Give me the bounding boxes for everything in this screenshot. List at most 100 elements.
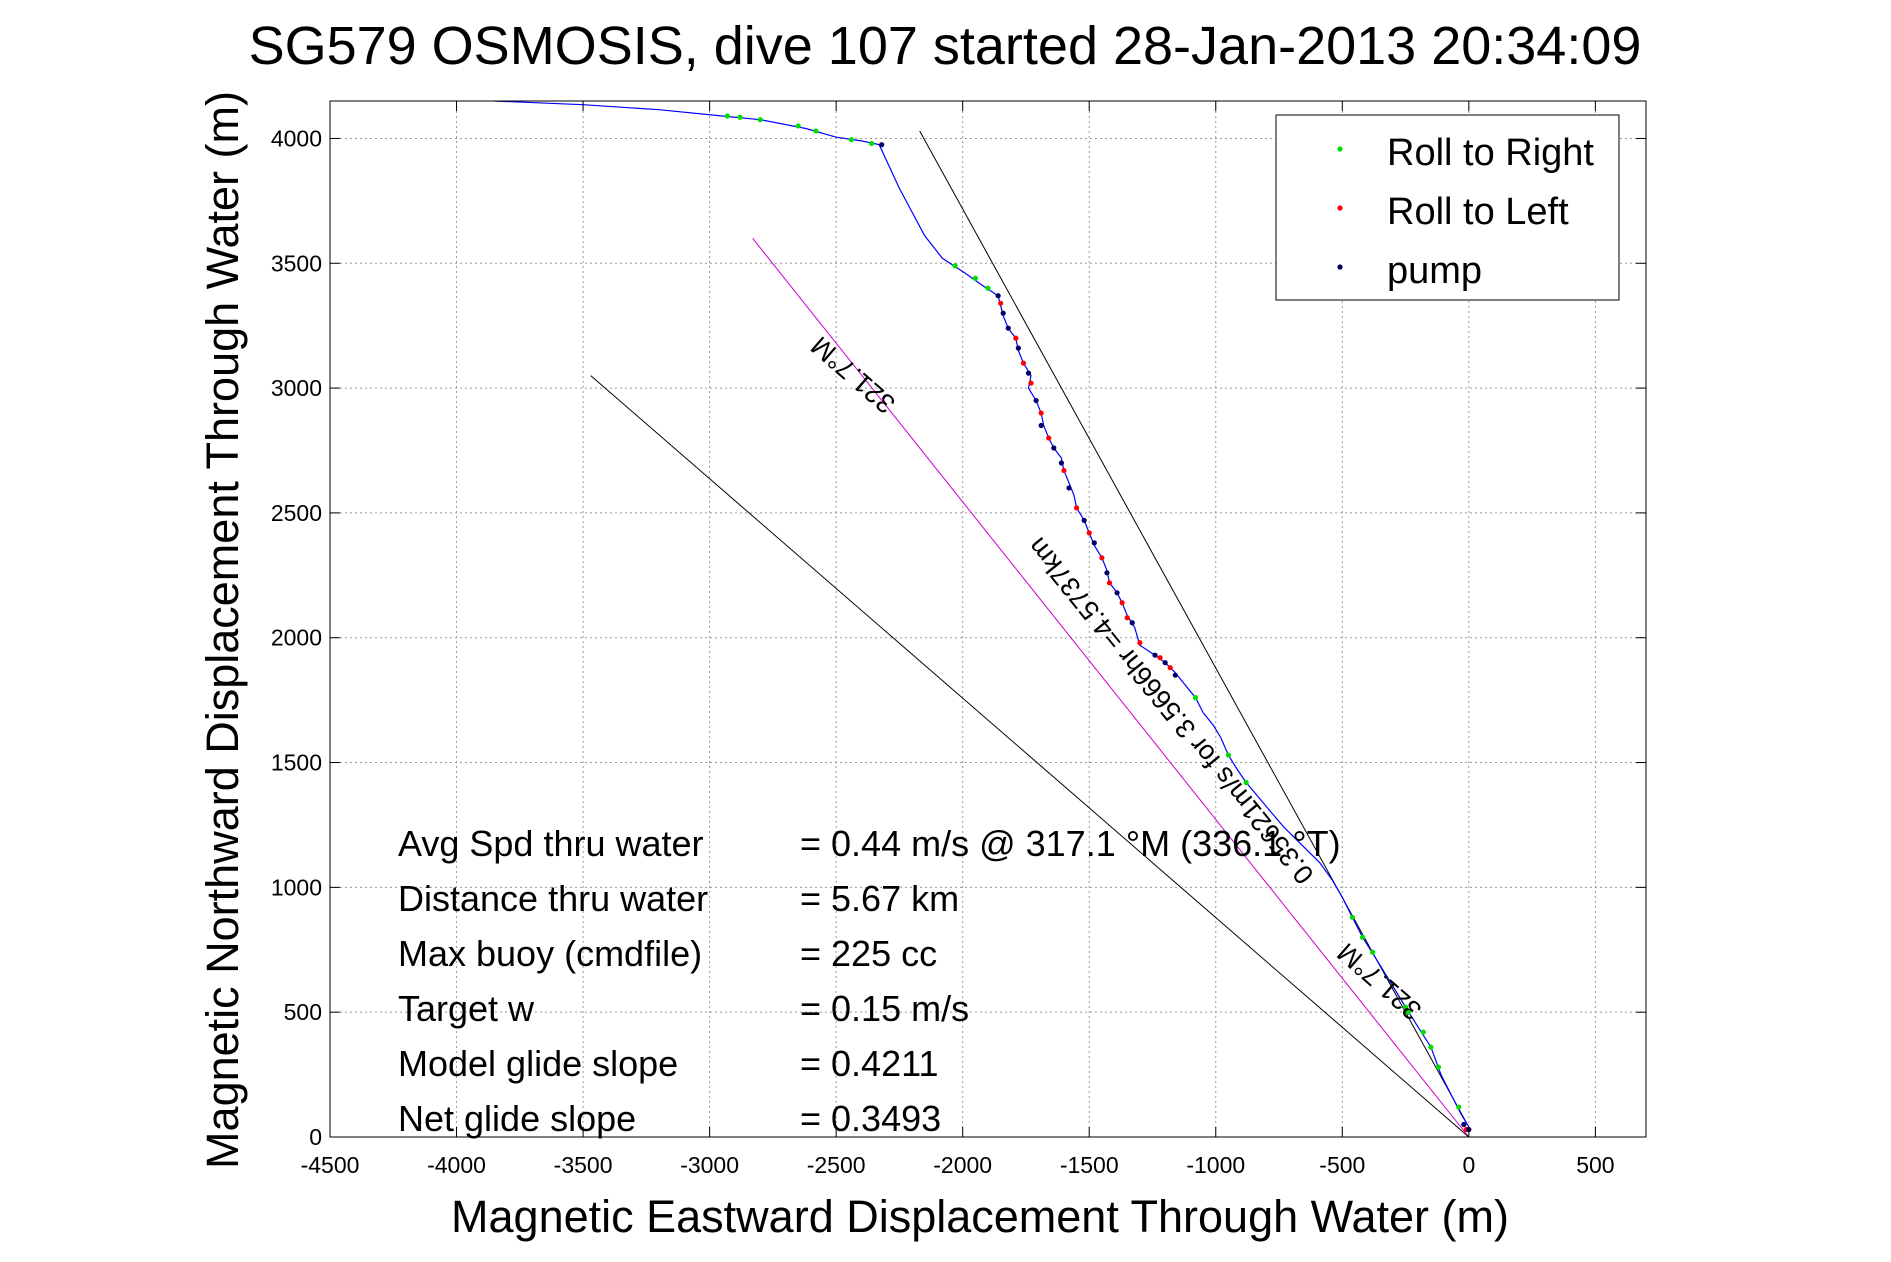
y-tick-label: 500 <box>284 999 322 1025</box>
y-tick-label: 3500 <box>271 250 322 276</box>
roll-right-marker <box>1192 695 1199 701</box>
pump-marker <box>879 142 885 148</box>
reference-ray-1 <box>752 237 1470 1138</box>
roll-left-marker <box>1028 380 1034 386</box>
y-axis-label: Magnetic Northward Displacement Through … <box>197 91 248 1169</box>
plot-frame <box>329 100 1647 1138</box>
stat-value: = 225 cc <box>800 933 937 974</box>
y-tick-label: 2500 <box>271 500 322 526</box>
axis-ticks: -4500 -4000 -3500 -3000 -2500 -2000 -1500 -1000… <box>271 101 1646 1178</box>
legend: Roll to Right Roll to Left pump <box>1275 114 1620 301</box>
roll-left-marker <box>1013 335 1019 341</box>
roll-right-marker <box>1405 1009 1411 1015</box>
roll-left-marker <box>1086 530 1092 536</box>
y-tick-label: 3000 <box>271 375 322 401</box>
pump-marker <box>1114 590 1120 596</box>
roll-right-marker <box>1243 779 1249 786</box>
pump-marker <box>1066 485 1072 491</box>
pump-marker <box>1081 517 1087 523</box>
roll-right-marker <box>757 117 763 123</box>
x-tick-label: 500 <box>1576 1152 1614 1178</box>
x-tick-label: -500 <box>1319 1152 1365 1178</box>
stat-value: = 0.4211 <box>800 1043 938 1084</box>
pump-marker <box>1051 445 1057 451</box>
pump-marker <box>995 293 1001 299</box>
roll-right-marker <box>795 123 801 129</box>
pump-marker <box>1172 672 1178 678</box>
roll-right-marker <box>952 263 958 269</box>
roll-right-marker <box>1359 934 1366 940</box>
y-tick-label: 0 <box>309 1124 322 1150</box>
roll-right-marker <box>737 114 743 120</box>
pump-marker <box>1025 370 1032 376</box>
legend-entry-label: pump <box>1387 250 1482 292</box>
x-tick-label: -4000 <box>427 1152 486 1178</box>
pump-marker <box>1129 620 1135 626</box>
roll-left-marker <box>1038 410 1044 416</box>
x-axis-label: Magnetic Eastward Displacement Through W… <box>451 1191 1509 1242</box>
roll-right-marker <box>1456 1104 1462 1110</box>
x-tick-label: -3000 <box>680 1152 739 1178</box>
roll-left-marker <box>1106 580 1113 586</box>
pump-marker <box>1033 397 1039 404</box>
y-tick-label: 1000 <box>271 874 322 900</box>
pump-marker <box>1005 325 1011 331</box>
pump-marker <box>1058 460 1064 466</box>
track-line <box>494 100 1470 1128</box>
pump-marker <box>1015 345 1021 351</box>
stat-value: = 0.44 m/s @ 317.1 °M (336.1 °T) <box>800 823 1341 864</box>
roll-left-marker <box>1073 505 1080 511</box>
roll-left-marker <box>1046 435 1052 441</box>
legend-entry-label: Roll to Left <box>1387 191 1569 233</box>
dive-track <box>494 100 1470 1128</box>
roll-left-marker <box>1137 640 1143 646</box>
roll-left-marker <box>998 300 1004 306</box>
roll-left-marker <box>1119 600 1125 606</box>
pump-marker <box>1162 660 1168 666</box>
stat-label: Target w <box>398 988 535 1029</box>
x-tick-label: -2500 <box>807 1152 866 1178</box>
stats-annotation: Avg Spd thru water = 0.44 m/s @ 317.1 °M … <box>398 823 1341 1139</box>
y-tick-label: 2000 <box>271 625 322 651</box>
y-tick-label: 1500 <box>271 750 322 776</box>
stat-value: = 0.3493 <box>800 1098 941 1139</box>
stat-label: Distance thru water <box>398 878 708 919</box>
x-tick-label: -4500 <box>301 1152 360 1178</box>
roll-left-marker <box>1061 467 1067 474</box>
pump-marker <box>1104 570 1110 576</box>
roll-right-marker <box>1349 914 1356 920</box>
chart-title: SG579 OSMOSIS, dive 107 started 28-Jan-2… <box>249 16 1642 76</box>
roll-right-marker <box>724 113 730 119</box>
roll-right-marker <box>813 128 819 134</box>
roll-right-marker <box>985 285 991 291</box>
roll-markers <box>724 113 1472 1133</box>
stat-label: Net glide slope <box>398 1098 636 1139</box>
legend-entry-label: Roll to Right <box>1387 132 1594 174</box>
roll-left-marker <box>1157 655 1163 661</box>
roll-right-marker <box>1225 752 1232 758</box>
roll-right-marker <box>1435 1064 1442 1070</box>
pump-marker <box>1038 422 1044 429</box>
stat-value: = 0.15 m/s <box>800 988 969 1029</box>
legend-swatch-2 <box>1337 264 1343 270</box>
roll-left-marker <box>1167 665 1173 671</box>
pump-marker <box>1152 652 1158 658</box>
roll-right-marker <box>972 275 978 281</box>
roll-right-marker <box>1370 949 1376 955</box>
roll-left-marker <box>1124 615 1130 621</box>
roll-left-marker <box>1099 555 1105 561</box>
x-tick-label: -1000 <box>1186 1152 1245 1178</box>
roll-right-marker <box>868 140 875 147</box>
legend-swatch-1 <box>1337 205 1343 211</box>
roll-right-marker <box>1402 1004 1409 1010</box>
x-tick-label: -1500 <box>1060 1152 1119 1178</box>
x-tick-label: -3500 <box>554 1152 613 1178</box>
reference-ray-2 <box>590 375 1470 1138</box>
stat-label: Avg Spd thru water <box>398 823 704 864</box>
stat-label: Max buoy (cmdfile) <box>398 933 702 974</box>
y-tick-label: 4000 <box>271 125 322 151</box>
stat-label: Model glide slope <box>398 1043 678 1084</box>
x-tick-label: 0 <box>1462 1152 1475 1178</box>
legend-swatch-0 <box>1337 146 1343 152</box>
